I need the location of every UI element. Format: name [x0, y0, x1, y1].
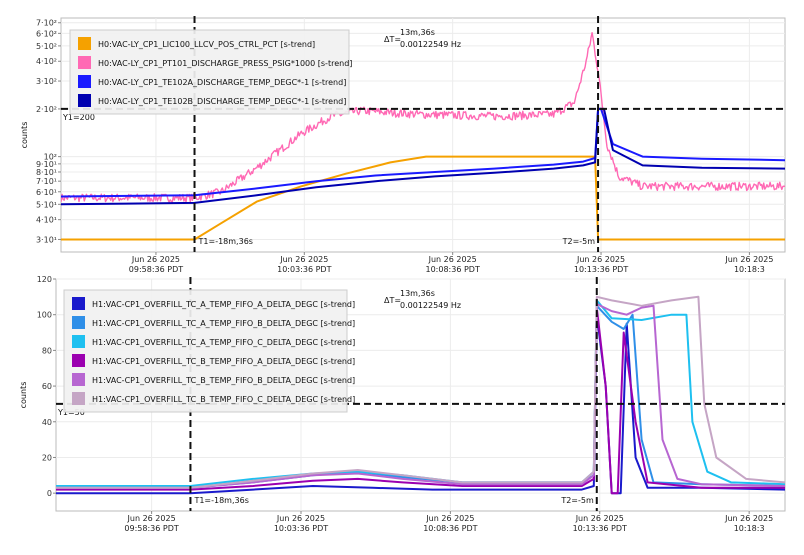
- cursor-t2-label: T2=-5m: [560, 496, 594, 505]
- y-tick-label: 3·10²: [36, 77, 57, 86]
- y-axis: 0 20 40 60 80 100 120: [37, 275, 56, 498]
- y-tick-label: 6·10²: [36, 29, 57, 38]
- y-tick-label: 120: [37, 275, 52, 284]
- x-tick-label-time: 10:18:3: [734, 265, 765, 274]
- y-tick-label: 20: [42, 453, 52, 462]
- y-tick-label: 3·10¹: [36, 235, 57, 244]
- legend-box: [63, 289, 348, 413]
- legend-entry: H1:VAC-CP1_OVERFILL_TC_A_TEMP_FIFO_B_DEL…: [92, 319, 355, 328]
- y-tick-label: 40: [42, 418, 52, 427]
- y-tick-label: 80: [42, 346, 52, 355]
- y-tick-label: 7·10²: [36, 19, 57, 28]
- cursor-y1-label: Y1=200: [62, 113, 95, 122]
- x-tick-label-date: Jun 26 2025: [276, 514, 325, 523]
- legend-swatch: [72, 335, 85, 348]
- y-tick-label: 5·10¹: [36, 200, 57, 209]
- y-tick-label: 6·10¹: [36, 188, 57, 197]
- legend-entry: H1:VAC-CP1_OVERFILL_TC_B_TEMP_FIFO_A_DEL…: [92, 357, 355, 366]
- y-axis-label: counts: [20, 122, 29, 149]
- series-group: [61, 32, 785, 241]
- y-tick-label: 0: [47, 489, 52, 498]
- delta-time: 13m,36s: [400, 289, 435, 298]
- x-tick-label-time: 10:03:36 PDT: [277, 265, 331, 274]
- x-tick-label-date: Jun 26 2025: [425, 514, 474, 523]
- y-tick-label: 60: [42, 382, 52, 391]
- series-line[interactable]: [61, 32, 785, 203]
- legend-swatch: [72, 297, 85, 310]
- legend-swatch: [72, 392, 85, 405]
- legend-swatch: [78, 37, 91, 50]
- delta-symbol: ΔT=: [384, 296, 401, 305]
- x-tick-label-date: Jun 26 2025: [279, 255, 328, 264]
- legend-entry: H0:VAC-LY_CP1_TE102B_DISCHARGE_TEMP_DEGC…: [98, 97, 346, 106]
- y-tick-label: 4·10¹: [36, 216, 57, 225]
- x-tick-label-date: Jun 26 2025: [724, 514, 773, 523]
- legend-entry: H1:VAC-CP1_OVERFILL_TC_B_TEMP_FIFO_B_DEL…: [92, 376, 355, 385]
- legend-swatch: [78, 56, 91, 69]
- legend-swatch: [72, 316, 85, 329]
- y-axis-label: counts: [19, 382, 28, 409]
- delta-symbol: ΔT=: [384, 35, 401, 44]
- series-line[interactable]: [61, 155, 785, 241]
- y-tick-label: 100: [37, 311, 52, 320]
- x-tick-label-date: Jun 26 2025: [576, 255, 625, 264]
- x-tick-label-time: 10:08:36 PDT: [423, 524, 477, 533]
- legend-swatch: [72, 373, 85, 386]
- x-tick-label-time: 10:08:36 PDT: [426, 265, 480, 274]
- legend-box: [69, 29, 350, 115]
- x-tick-label-time: 09:58:36 PDT: [124, 524, 178, 533]
- x-tick-label-time: 09:58:36 PDT: [129, 265, 183, 274]
- legend-swatch: [72, 354, 85, 367]
- legend[interactable]: H1:VAC-CP1_OVERFILL_TC_A_TEMP_FIFO_A_DEL…: [63, 289, 355, 413]
- x-tick-label-date: Jun 26 2025: [127, 514, 176, 523]
- x-tick-label-time: 10:13:36 PDT: [573, 524, 627, 533]
- y-tick-label: 4·10²: [36, 57, 57, 66]
- legend-swatch: [78, 75, 91, 88]
- legend[interactable]: H0:VAC-LY_CP1_LIC100_LLCV_POS_CTRL_PCT […: [69, 29, 352, 115]
- y-tick-label: 10²: [44, 153, 57, 162]
- y-tick-label: 2·10²: [36, 105, 57, 114]
- series-line[interactable]: [56, 295, 785, 489]
- y-tick-label: 5·10²: [36, 42, 57, 51]
- series-line[interactable]: [61, 107, 785, 206]
- legend-entry: H0:VAC-LY_CP1_TE102A_DISCHARGE_TEMP_DEGC…: [98, 78, 346, 87]
- cursor-t1-label: T1=-18m,36s: [198, 237, 253, 246]
- x-tick-label-date: Jun 26 2025: [575, 514, 624, 523]
- legend-entry: H0:VAC-LY_CP1_LIC100_LLCV_POS_CTRL_PCT […: [98, 40, 315, 49]
- y-tick-label: 8·10¹: [36, 168, 57, 177]
- x-tick-label-date: Jun 26 2025: [724, 255, 773, 264]
- x-tick-label-time: 10:13:36 PDT: [574, 265, 628, 274]
- x-tick-label-date: Jun 26 2025: [131, 255, 180, 264]
- legend-entry: H0:VAC-LY_CP1_PT101_DISCHARGE_PRESS_PSIG…: [98, 59, 352, 68]
- legend-swatch: [78, 94, 91, 107]
- series-group: [56, 295, 785, 495]
- x-tick-label-time: 10:03:36 PDT: [274, 524, 328, 533]
- y-tick-label: 7·10¹: [36, 177, 57, 186]
- cursor-t1-label: T1=-18m,36s: [193, 496, 248, 505]
- delta-time: 13m,36s: [400, 28, 435, 37]
- cursor-t2-label: T2=-5m: [562, 237, 596, 246]
- x-tick-label-date: Jun 26 2025: [428, 255, 477, 264]
- legend-entry: H1:VAC-CP1_OVERFILL_TC_A_TEMP_FIFO_A_DEL…: [92, 300, 355, 309]
- delta-freq: 0.00122549 Hz: [400, 40, 461, 49]
- y-tick-label: 9·10¹: [36, 160, 57, 169]
- legend-entry: H1:VAC-CP1_OVERFILL_TC_B_TEMP_FIFO_C_DEL…: [92, 395, 355, 404]
- legend-entry: H1:VAC-CP1_OVERFILL_TC_A_TEMP_FIFO_C_DEL…: [92, 338, 355, 347]
- delta-freq: 0.00122549 Hz: [400, 301, 461, 310]
- x-tick-label-time: 10:18:3: [734, 524, 765, 533]
- series-line[interactable]: [61, 107, 785, 198]
